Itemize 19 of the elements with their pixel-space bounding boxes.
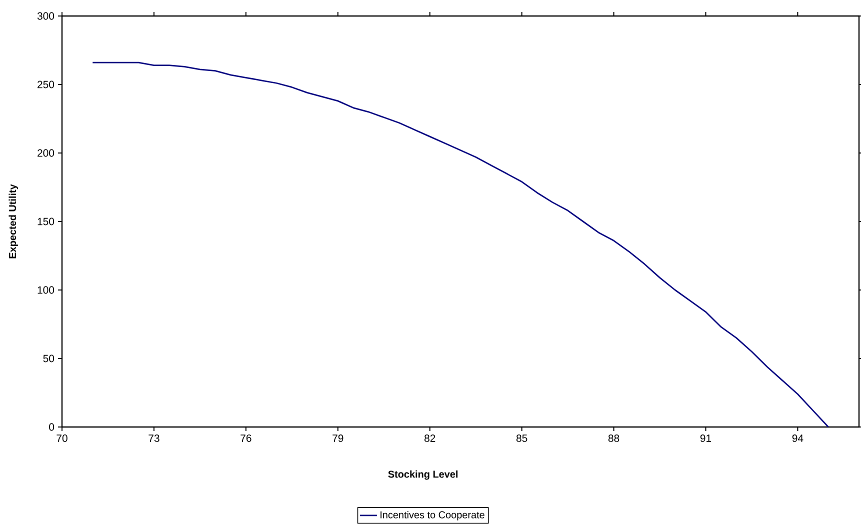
y-tick-label: 250 xyxy=(38,80,54,88)
x-tick-label: 70 xyxy=(56,434,68,442)
y-tick-label: 300 xyxy=(37,12,54,20)
legend-label: Incentives to Cooperate xyxy=(380,511,484,520)
y-tick-label: 150 xyxy=(38,218,54,226)
x-axis-title: Stocking Level xyxy=(388,470,458,480)
y-tick-label: 0 xyxy=(49,423,54,431)
x-tick-label: 82 xyxy=(424,434,436,442)
x-tick-label: 73 xyxy=(148,434,160,442)
y-tick-label: 100 xyxy=(38,286,54,294)
y-tick-label: 50 xyxy=(43,354,54,362)
x-tick-label: 85 xyxy=(516,434,528,442)
x-tick-label: 91 xyxy=(700,434,712,442)
x-tick-label: 88 xyxy=(608,434,620,442)
y-axis-title: Expected Utility xyxy=(8,184,18,258)
x-tick-label: 76 xyxy=(240,434,252,442)
y-tick-label: 200 xyxy=(38,149,54,157)
x-tick-label: 94 xyxy=(792,434,804,442)
x-tick-label: 79 xyxy=(332,434,344,442)
